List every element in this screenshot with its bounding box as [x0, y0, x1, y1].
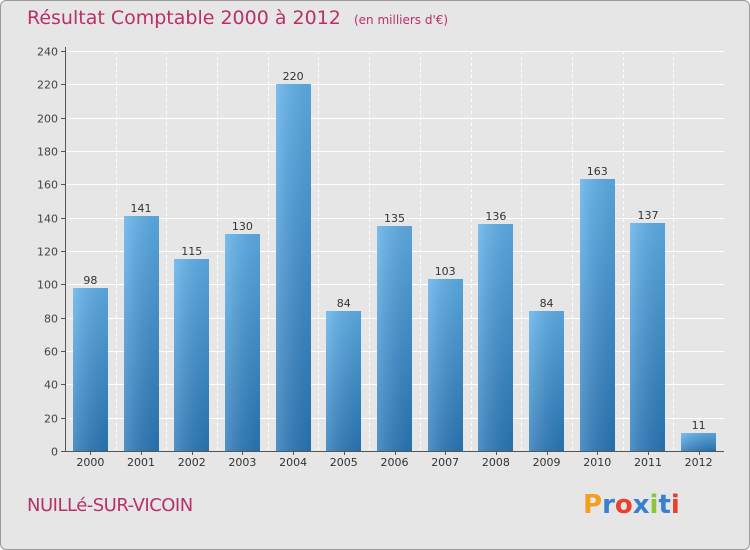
x-tick-label: 2012	[685, 456, 713, 469]
logo-letter: t	[658, 490, 671, 520]
x-tick-label: 2001	[127, 456, 155, 469]
data-label: 11	[692, 419, 706, 432]
bar-shade	[225, 234, 260, 451]
chart-title-text: Résultat Comptable 2000 à 2012	[27, 7, 341, 29]
y-tick-label: 160	[37, 179, 58, 192]
logo-letter: o	[614, 490, 633, 520]
bar-shade	[428, 279, 463, 451]
data-label: 115	[181, 245, 202, 258]
y-tick-label: 60	[44, 346, 58, 359]
x-tick-label: 2000	[76, 456, 104, 469]
x-tick-label: 2005	[330, 456, 358, 469]
bar-shade	[174, 259, 209, 451]
data-label: 98	[83, 274, 97, 287]
bar-shade	[276, 84, 311, 451]
axis-layer: 0 20 40 60 80 100 120 140 160 180 200 220 240	[37, 46, 724, 459]
data-label: 103	[435, 265, 456, 278]
bar-shade	[681, 433, 716, 451]
logo-letter: i	[649, 490, 659, 520]
bar-shade	[377, 226, 412, 451]
y-tick-label: 20	[44, 413, 58, 426]
x-tick-label: 2010	[583, 456, 611, 469]
chart-unit: (en milliers d'€)	[353, 13, 449, 27]
y-tick-label: 40	[44, 379, 58, 392]
commune-name: NUILLé-SUR-VICOIN	[27, 495, 193, 516]
label-layer: 2000 98 2001 141 2002 115 2003 130 2004 220 2005 84…	[76, 70, 712, 469]
bar-shade	[326, 311, 361, 451]
x-tick-label: 2009	[533, 456, 561, 469]
y-tick-label: 200	[37, 113, 58, 126]
data-label: 136	[485, 210, 506, 223]
chart-title: Résultat Comptable 2000 à 2012 (en milli…	[27, 7, 448, 29]
data-label: 137	[637, 209, 658, 222]
proxiti-logo: Proxiti	[583, 490, 680, 520]
x-tick-label: 2011	[634, 456, 662, 469]
x-tick-label: 2002	[178, 456, 206, 469]
x-tick-label: 2007	[431, 456, 459, 469]
x-tick-label: 2004	[279, 456, 307, 469]
bar-shade	[124, 216, 159, 451]
x-tick-label: 2006	[381, 456, 409, 469]
x-tick-label: 2008	[482, 456, 510, 469]
bar-shade	[630, 223, 665, 451]
y-tick-label: 80	[44, 313, 58, 326]
data-label: 135	[384, 212, 405, 225]
logo-letter: P	[583, 490, 603, 520]
data-label: 130	[232, 220, 253, 233]
logo-letter: x	[632, 490, 650, 520]
data-label: 141	[131, 202, 152, 215]
logo-letter: r	[602, 490, 615, 520]
y-tick-label: 0	[51, 446, 58, 459]
data-label: 84	[337, 297, 351, 310]
bar-shade	[73, 288, 108, 451]
y-tick-label: 240	[37, 46, 58, 59]
data-label: 163	[587, 165, 608, 178]
y-tick-label: 180	[37, 146, 58, 159]
y-tick-label: 100	[37, 279, 58, 292]
y-tick-label: 120	[37, 246, 58, 259]
data-label: 220	[283, 70, 304, 83]
y-tick-label: 140	[37, 213, 58, 226]
bar-layer	[73, 84, 716, 451]
y-tick-label: 220	[37, 79, 58, 92]
bar-shade	[529, 311, 564, 451]
bar-shade	[580, 179, 615, 451]
x-tick-label: 2003	[228, 456, 256, 469]
bar-shade	[478, 224, 513, 451]
data-label: 84	[540, 297, 554, 310]
logo-letter: i	[670, 490, 680, 520]
